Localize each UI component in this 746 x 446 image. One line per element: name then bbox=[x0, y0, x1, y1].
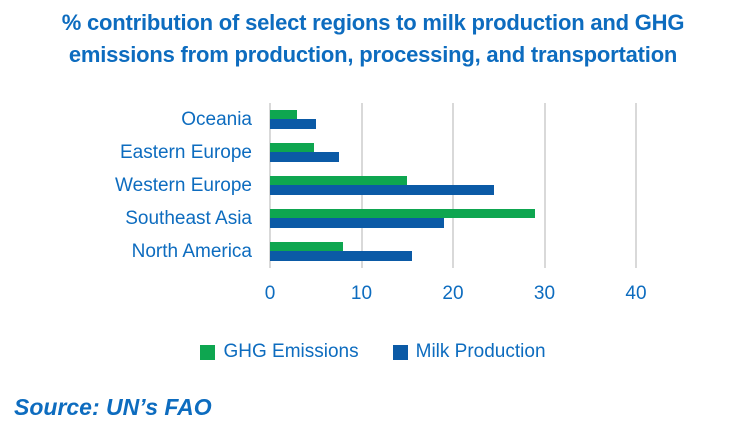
bar-milk-production-north-america bbox=[270, 251, 412, 261]
bar-group-western-europe bbox=[270, 169, 636, 202]
bar-milk-production-oceania bbox=[270, 119, 316, 129]
legend-item-milk-production: Milk Production bbox=[392, 341, 546, 363]
legend-label-milk-production: Milk Production bbox=[415, 341, 546, 362]
legend-item-ghg-emissions: GHG Emissions bbox=[200, 341, 359, 363]
category-label-north-america: North America bbox=[131, 240, 252, 262]
bar-group-eastern-europe bbox=[270, 136, 636, 169]
category-label-eastern-europe: Eastern Europe bbox=[119, 141, 252, 163]
bar-milk-production-eastern-europe bbox=[270, 152, 339, 162]
bar-chart: Oceania Eastern Europe Western Europe South… bbox=[0, 103, 746, 313]
bar-group-oceania bbox=[270, 103, 636, 136]
legend: GHG Emissions Milk Production bbox=[0, 341, 746, 363]
plot-area bbox=[269, 103, 637, 268]
bar-ghg-emissions-western-europe bbox=[270, 176, 408, 185]
legend-label-ghg-emissions: GHG Emissions bbox=[223, 341, 359, 362]
gridline-40 bbox=[635, 103, 637, 268]
chart-title: % contribution of select regions to milk… bbox=[0, 7, 746, 71]
bar-rows bbox=[270, 103, 636, 268]
chart-title-line1: % contribution of select regions to milk… bbox=[61, 10, 685, 35]
x-tick-label-20: 20 bbox=[442, 283, 464, 304]
x-tick-label-40: 40 bbox=[625, 283, 647, 304]
legend-swatch-milk-production bbox=[392, 344, 408, 360]
bar-milk-production-western-europe bbox=[270, 185, 495, 195]
bar-group-southeast-asia bbox=[270, 202, 636, 235]
gridline-30 bbox=[543, 103, 546, 268]
bar-group-north-america bbox=[270, 235, 636, 268]
bar-milk-production-southeast-asia bbox=[270, 218, 444, 228]
bar-ghg-emissions-southeast-asia bbox=[270, 209, 536, 218]
x-axis: 0 10 20 30 40 bbox=[265, 283, 647, 309]
category-label-southeast-asia: Southeast Asia bbox=[125, 207, 252, 229]
source-note: Source: UN’s FAO bbox=[14, 394, 212, 420]
category-axis: Oceania Eastern Europe Western Europe South… bbox=[0, 103, 252, 268]
legend-swatch-ghg-emissions bbox=[200, 344, 216, 360]
bar-ghg-emissions-oceania bbox=[270, 110, 298, 119]
bar-ghg-emissions-eastern-europe bbox=[270, 143, 314, 152]
category-label-western-europe: Western Europe bbox=[115, 174, 252, 196]
chart-title-line2: emissions from production, processing, a… bbox=[68, 42, 678, 67]
category-label-oceania: Oceania bbox=[181, 108, 252, 130]
bar-ghg-emissions-north-america bbox=[270, 242, 344, 251]
x-tick-label-0: 0 bbox=[264, 283, 276, 304]
x-tick-label-30: 30 bbox=[533, 283, 556, 304]
x-tick-label-10: 10 bbox=[350, 283, 373, 304]
